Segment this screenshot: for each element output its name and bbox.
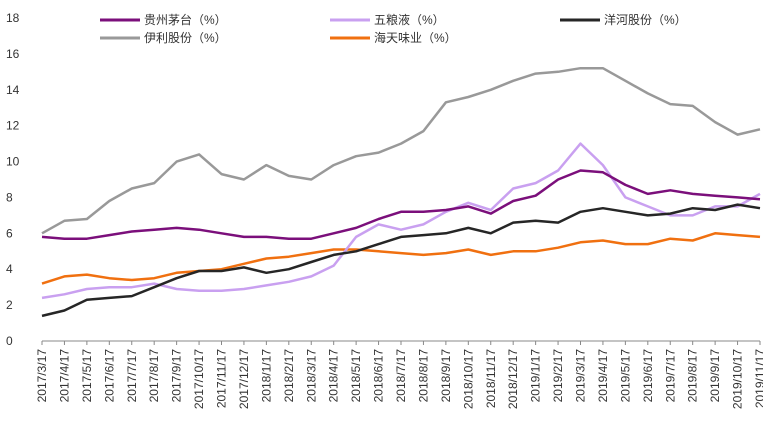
x-tick-label: 2017/9/17: [170, 349, 184, 403]
x-tick-label: 2019/1/17: [529, 349, 543, 403]
x-tick-label: 2017/11/17: [215, 349, 229, 408]
x-tick-label: 2018/3/17: [304, 349, 318, 403]
x-tick-label: 2019/5/17: [618, 349, 632, 403]
x-tick-label: 2017/7/17: [125, 349, 139, 403]
x-tick-label: 2019/6/17: [641, 349, 655, 403]
legend-label: 海天味业（%）: [374, 30, 457, 45]
x-tick-label: 2018/5/17: [349, 349, 363, 403]
legend-label: 五粮液（%）: [374, 12, 445, 27]
x-tick-label: 2017/4/17: [57, 349, 71, 403]
x-tick-label: 2019/8/17: [686, 349, 700, 403]
legend-label: 贵州茅台（%）: [144, 12, 227, 27]
x-tick-label: 2019/10/17: [731, 349, 745, 409]
x-tick-label: 2017/6/17: [102, 349, 116, 403]
series-line: [41, 142, 761, 300]
y-tick-label: 12: [6, 119, 20, 133]
x-tick-label: 2019/2/17: [551, 349, 565, 403]
y-tick-label: 10: [6, 155, 20, 169]
x-tick-label: 2019/4/17: [596, 349, 610, 403]
x-tick-label: 2018/2/17: [282, 349, 296, 403]
y-tick-label: 4: [6, 262, 13, 276]
y-tick-label: 16: [6, 47, 20, 61]
x-tick-label: 2017/3/17: [35, 349, 49, 403]
x-tick-label: 2017/10/17: [192, 349, 206, 409]
x-tick-label: 2018/8/17: [416, 349, 430, 403]
x-tick-label: 2019/7/17: [663, 349, 677, 403]
series-line: [41, 203, 761, 318]
y-tick-label: 2: [6, 298, 13, 312]
x-tick-label: 2018/9/17: [439, 349, 453, 403]
x-tick-label: 2018/11/17: [484, 349, 498, 408]
series-line: [41, 66, 761, 235]
x-tick-label: 2019/9/17: [708, 349, 722, 403]
x-tick-label: 2018/6/17: [372, 349, 386, 403]
series-line: [41, 232, 761, 285]
y-tick-label: 0: [6, 334, 13, 348]
y-tick-label: 8: [6, 190, 13, 204]
x-tick-label: 2018/10/17: [461, 349, 475, 409]
legend-label: 伊利股份（%）: [144, 31, 227, 45]
y-tick-label: 18: [6, 11, 20, 25]
series-line: [41, 169, 761, 240]
x-tick-label: 2019/11/17: [753, 349, 763, 408]
x-tick-label: 2018/1/17: [259, 349, 273, 403]
y-tick-label: 6: [6, 226, 13, 240]
x-tick-label: 2018/7/17: [394, 349, 408, 403]
x-tick-label: 2017/5/17: [80, 349, 94, 403]
legend-label: 洋河股份（%）: [604, 12, 687, 27]
y-tick-label: 14: [6, 83, 20, 97]
x-tick-label: 2018/12/17: [506, 349, 520, 409]
x-tick-label: 2017/12/17: [237, 349, 251, 409]
x-tick-label: 2019/3/17: [574, 349, 588, 403]
x-tick-label: 2018/4/17: [327, 349, 341, 403]
x-tick-label: 2017/8/17: [147, 349, 161, 403]
